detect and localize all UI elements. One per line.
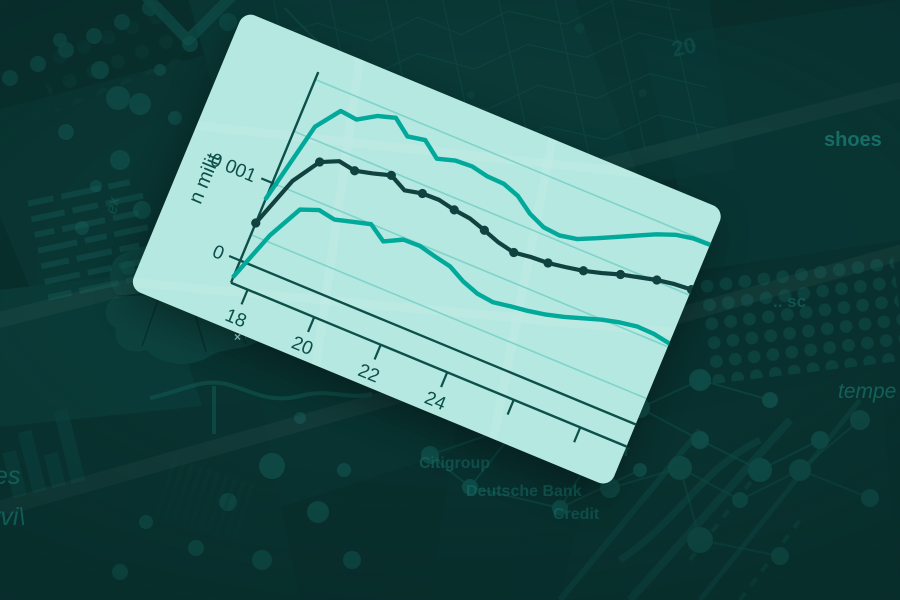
x-tick-label-2: 22 xyxy=(355,360,383,387)
data-point[interactable] xyxy=(614,268,626,280)
data-point[interactable] xyxy=(385,169,397,181)
x-tick-label-1: 20 xyxy=(288,333,316,360)
y-axis-label: n milit xyxy=(185,150,225,207)
data-point[interactable] xyxy=(542,257,554,269)
data-point[interactable] xyxy=(416,187,428,199)
data-point[interactable] xyxy=(314,156,326,168)
bg-label-14: 20 xyxy=(669,32,699,62)
data-point[interactable] xyxy=(448,204,460,216)
chart-series-layer[interactable] xyxy=(229,79,714,442)
bg-label-1: shoes xyxy=(824,129,882,151)
series-line-lower-bound[interactable] xyxy=(231,176,672,440)
bg-label-3: .. sc xyxy=(773,292,807,311)
chart-card-inner: 0 001 0 n milit 18 20 22 24 xyxy=(129,11,725,487)
bg-label-5: rvi\ xyxy=(0,503,26,531)
chart-card[interactable]: 0 001 0 n milit 18 20 22 24 xyxy=(129,11,725,488)
line-chart[interactable]: 0 001 0 n milit 18 20 22 24 xyxy=(129,11,725,487)
chart-axes xyxy=(228,71,637,448)
data-point[interactable] xyxy=(478,224,490,236)
data-point[interactable] xyxy=(508,247,520,259)
x-tick-label-0: 18 xyxy=(222,305,250,332)
bg-label-11: Citigroup xyxy=(419,455,491,472)
data-point[interactable] xyxy=(349,165,361,177)
bg-label-2: tempe xyxy=(838,380,897,403)
x-tick-label-3: 24 xyxy=(421,388,449,416)
series-line-upper-bound[interactable] xyxy=(263,81,713,362)
data-point[interactable] xyxy=(577,265,589,277)
bg-label-4: es xyxy=(0,462,21,490)
bg-label-13: Credit xyxy=(553,506,600,523)
bg-label-6: ex xyxy=(103,195,124,216)
bg-label-12: Deutsche Bank xyxy=(466,483,582,500)
data-point[interactable] xyxy=(651,274,663,286)
y-tick-label-0: 0 xyxy=(209,241,227,264)
data-point[interactable] xyxy=(250,217,262,229)
